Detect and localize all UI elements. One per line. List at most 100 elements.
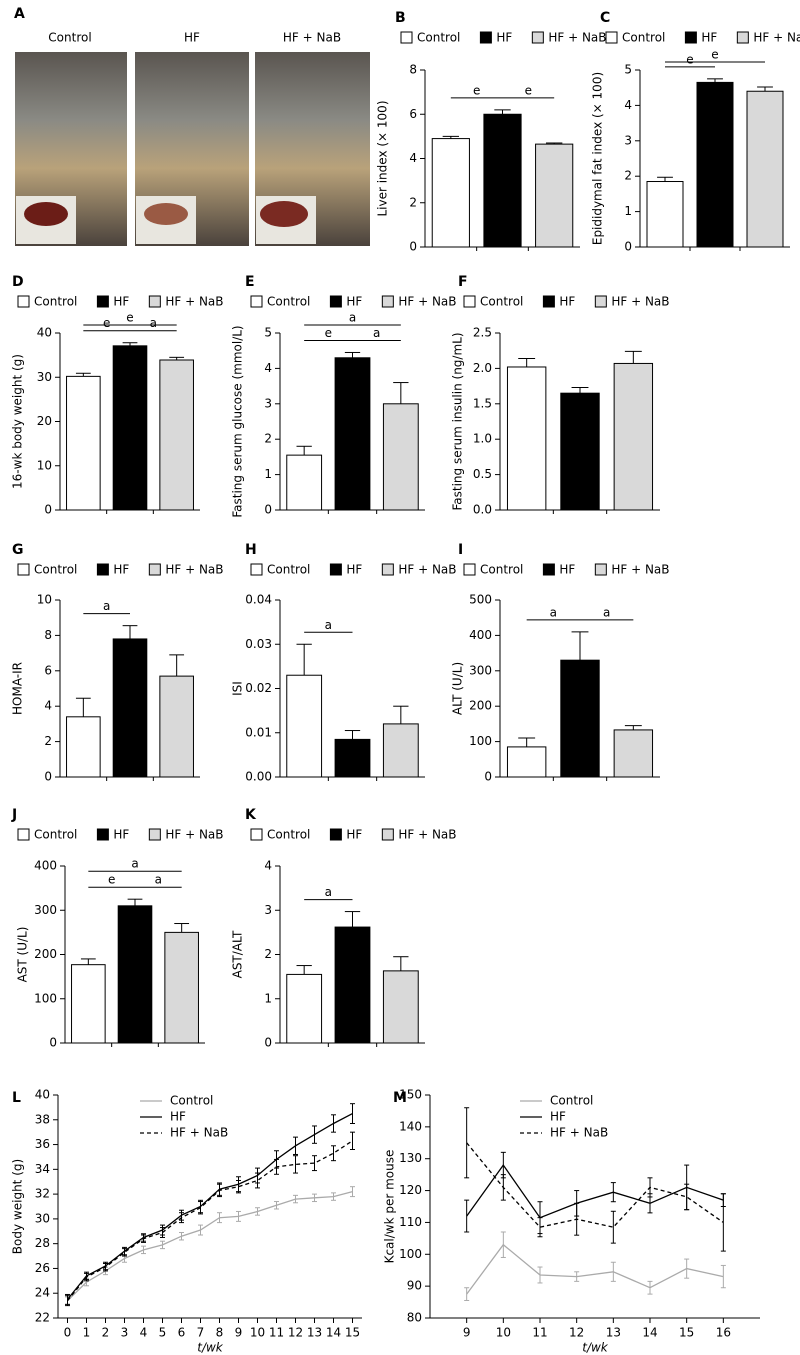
y-axis-label: AST (U/L) (16, 927, 30, 983)
legend-label: HF (559, 563, 575, 577)
bar (746, 90, 784, 248)
legend-label: HF + NaB (398, 295, 456, 309)
significance-label: a (103, 599, 110, 613)
y-tick-label: 150 (399, 1088, 422, 1102)
y-tick-label: 0 (44, 770, 52, 784)
y-tick-label: 4 (44, 699, 52, 713)
y-tick-label: 2 (264, 947, 272, 961)
y-tick-label: 2.0 (473, 361, 492, 375)
y-tick-label: 30 (37, 370, 52, 384)
bar (483, 113, 522, 248)
y-tick-label: 120 (399, 1183, 422, 1197)
bar (286, 454, 323, 511)
y-tick-label: 140 (399, 1119, 422, 1133)
y-tick-label: 5 (264, 326, 272, 340)
panel-letter: B (395, 10, 406, 26)
legend-swatch (736, 31, 749, 44)
bar (382, 403, 419, 511)
bar (613, 729, 654, 778)
y-tick-label: 1 (264, 467, 272, 481)
legend-label: Control (170, 1094, 213, 1108)
y-tick-label: 24 (35, 1286, 50, 1300)
legend-label: HF + NaB (165, 828, 223, 842)
legend-label: HF (496, 31, 512, 45)
legend-swatch (250, 828, 263, 841)
liver (260, 201, 308, 227)
y-axis-label: Fasting serum glucose (mmol/L) (231, 325, 245, 517)
y-axis-label: AST/ALT (231, 930, 245, 978)
y-tick-label: 0.0 (473, 503, 492, 517)
legend-swatch (17, 828, 30, 841)
y-tick-label: 4 (264, 361, 272, 375)
significance-label: a (325, 885, 332, 899)
bar (334, 357, 371, 511)
legend-label: Control (480, 295, 523, 309)
legend-swatch (594, 563, 607, 576)
legend-swatch (329, 828, 342, 841)
legend-label: Control (34, 563, 77, 577)
y-tick-label: 0 (484, 770, 492, 784)
y-tick-label: 40 (35, 1088, 50, 1102)
legend-label: Control (34, 828, 77, 842)
y-tick-label: 130 (399, 1151, 422, 1165)
x-tick-label: 12 (288, 1326, 303, 1340)
legend-swatch (542, 563, 555, 576)
x-tick-label: 14 (326, 1326, 341, 1340)
y-tick-label: 200 (34, 947, 57, 961)
legend-swatch (381, 563, 394, 576)
bar (560, 392, 600, 511)
legend-label: HF (346, 295, 362, 309)
panel-letter: D (12, 274, 24, 290)
series-line (466, 1163, 724, 1219)
legend-label: HF (550, 1110, 566, 1124)
panel-letter: A (14, 6, 25, 22)
legend-label: HF (113, 295, 129, 309)
bar (646, 181, 684, 248)
bar (159, 359, 194, 511)
legend-label: HF + NaB (611, 295, 669, 309)
legend-swatch (250, 295, 263, 308)
bar (334, 738, 371, 778)
y-tick-label: 3 (624, 133, 632, 147)
legend-label: HF + NaB (165, 295, 223, 309)
y-tick-label: 0 (409, 240, 417, 254)
x-tick-label: 14 (642, 1326, 657, 1340)
y-tick-label: 1 (624, 204, 632, 218)
y-tick-label: 5 (624, 63, 632, 77)
legend-swatch (381, 828, 394, 841)
y-axis-label: HOMA-IR (11, 662, 25, 715)
panel-letter: J (11, 807, 17, 823)
significance-label: a (373, 326, 380, 340)
legend-label: Control (622, 31, 665, 45)
x-tick-label: 1 (83, 1326, 91, 1340)
y-tick-label: 3 (264, 903, 272, 917)
y-axis-label: Epididymal fat index (× 100) (591, 72, 605, 245)
legend-swatch (96, 295, 109, 308)
series-line (66, 1140, 353, 1302)
y-axis-label: Liver index (× 100) (376, 100, 390, 216)
x-tick-label: 0 (64, 1326, 72, 1340)
panel-letter: L (12, 1090, 21, 1106)
y-tick-label: 3 (264, 396, 272, 410)
significance-label: a (131, 857, 138, 871)
x-tick-label: 8 (216, 1326, 224, 1340)
x-tick-label: 16 (716, 1326, 731, 1340)
bar (159, 675, 194, 778)
y-tick-label: 0 (49, 1036, 57, 1050)
y-tick-label: 1.5 (473, 396, 492, 410)
significance-label: e (686, 52, 693, 66)
y-axis-label: ISI (231, 681, 245, 696)
panel-letter: C (600, 10, 610, 26)
legend-label: Control (267, 295, 310, 309)
legend-swatch (542, 295, 555, 308)
x-axis-label: t/wk (582, 1341, 609, 1355)
series-line (466, 1142, 724, 1228)
bar (286, 674, 323, 778)
legend-label: HF + NaB (165, 563, 223, 577)
y-tick-label: 110 (399, 1215, 422, 1229)
legend-swatch (17, 295, 30, 308)
y-tick-label: 0.5 (473, 467, 492, 481)
panel-letter: I (458, 542, 463, 558)
panel-letter: G (12, 542, 24, 558)
